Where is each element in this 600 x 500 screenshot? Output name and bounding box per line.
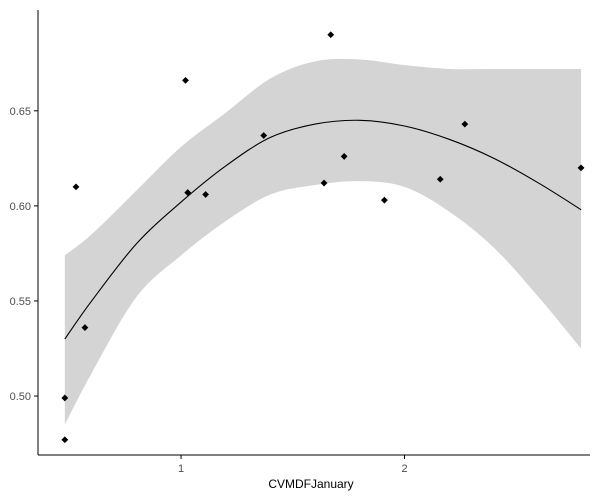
points-layer	[61, 31, 585, 444]
data-point	[81, 324, 89, 331]
y-tick-label: 0.60	[10, 201, 31, 213]
data-point	[184, 189, 192, 196]
data-point	[340, 153, 348, 160]
data-point	[577, 164, 585, 172]
confidence-band-layer	[64, 58, 582, 425]
axes-layer: 0.50 0.55 0.60 0.65 1 2	[10, 10, 590, 475]
y-tick-label: 0.50	[10, 391, 31, 403]
data-point	[72, 183, 80, 191]
smooth-line	[64, 119, 582, 340]
smooth-line-layer	[64, 119, 582, 340]
data-point	[461, 120, 469, 128]
data-point	[327, 31, 335, 39]
data-point	[182, 76, 189, 84]
data-point	[61, 436, 69, 444]
x-tick-label: 2	[401, 463, 407, 475]
data-point	[380, 196, 388, 204]
data-point	[260, 132, 268, 139]
x-axis-title: CVMDFJanuary	[268, 477, 353, 491]
confidence-band	[64, 58, 582, 425]
data-point	[61, 394, 69, 402]
x-tick-label: 1	[178, 463, 184, 475]
y-tick-label: 0.65	[10, 106, 31, 118]
data-point	[202, 191, 210, 198]
y-tick-label: 0.55	[10, 296, 31, 308]
data-point	[320, 179, 328, 187]
data-point	[436, 175, 444, 183]
